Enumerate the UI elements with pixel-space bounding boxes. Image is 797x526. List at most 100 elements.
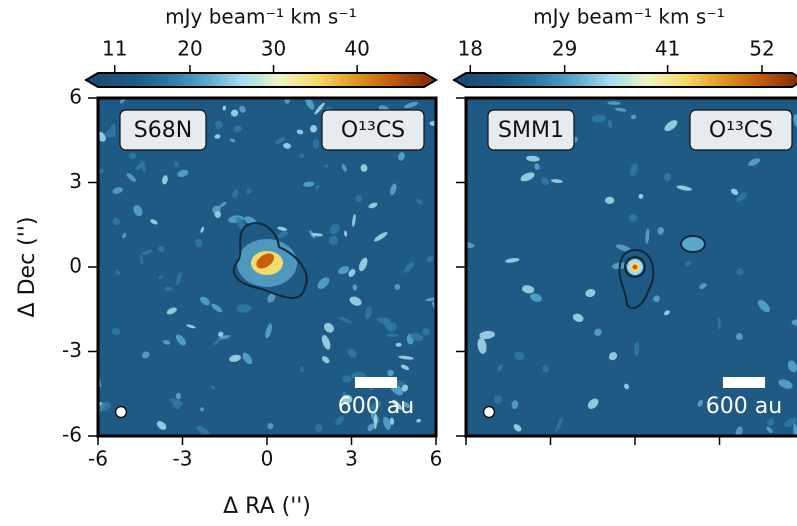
x-tick-label: -3 [173, 447, 193, 471]
noise [607, 101, 621, 105]
noise [300, 366, 304, 373]
noise [400, 364, 410, 370]
noise [347, 348, 357, 358]
noise [158, 275, 163, 280]
scale-bar-label: 600 au [338, 394, 414, 419]
colorbar [98, 73, 424, 87]
noise [112, 187, 124, 194]
noise [229, 138, 236, 143]
noise [314, 102, 325, 115]
noise [591, 114, 607, 123]
noise [385, 333, 399, 337]
noise [173, 161, 179, 168]
noise [403, 261, 414, 273]
noise [338, 316, 352, 324]
contour [680, 235, 706, 253]
noise [653, 295, 660, 303]
noise [352, 284, 358, 291]
noise [426, 255, 434, 263]
noise [526, 155, 540, 162]
colorbar-tick-label: 40 [344, 37, 369, 61]
noise [115, 269, 121, 275]
colorbar-extend [454, 73, 466, 87]
noise [150, 219, 158, 225]
beam [114, 405, 128, 419]
noise [299, 153, 305, 159]
scale-bar-label: 600 au [706, 394, 782, 419]
colorbar-tick-label: 11 [102, 37, 127, 61]
noise [555, 417, 563, 433]
noise [218, 335, 231, 340]
noise [139, 254, 144, 265]
noise [317, 277, 330, 289]
noise [310, 125, 318, 133]
noise [211, 303, 223, 313]
noise [638, 193, 644, 199]
noise [133, 205, 143, 217]
noise [530, 293, 542, 302]
panel-frame [464, 96, 797, 438]
noise [321, 335, 331, 350]
colorbar-tick-label: 20 [177, 37, 202, 61]
noise [534, 163, 540, 170]
noise [373, 232, 388, 242]
noise [239, 105, 246, 113]
noise [176, 272, 182, 286]
emission [256, 253, 275, 269]
noise [402, 402, 411, 408]
noise [594, 328, 602, 337]
noise [211, 385, 215, 389]
noise [730, 188, 739, 196]
noise [230, 109, 239, 117]
noise [429, 120, 436, 126]
noise [355, 194, 363, 203]
molecule-label-box [321, 109, 425, 151]
noise [410, 332, 424, 342]
y-tick-label: 3 [69, 169, 82, 193]
noise [275, 137, 286, 144]
image-panel: 600 au SMM1 O¹³CS [466, 98, 797, 436]
y-tick-label: 0 [69, 254, 82, 278]
colorbar-tick-label: 29 [552, 37, 577, 61]
noise [791, 319, 797, 326]
noise [404, 101, 419, 109]
noise [235, 217, 246, 231]
noise [341, 394, 353, 404]
emission [632, 264, 638, 270]
noise [367, 423, 375, 432]
noise [624, 383, 630, 390]
colorbar-frame [84, 72, 438, 88]
noise [162, 175, 168, 185]
noise [572, 313, 584, 323]
noise [477, 337, 487, 354]
noise [389, 417, 395, 425]
noise [550, 179, 563, 183]
noise [126, 173, 136, 182]
noise [141, 351, 150, 359]
noise [341, 164, 347, 172]
noise [296, 129, 304, 135]
noise [338, 266, 350, 275]
noise [329, 223, 340, 235]
beam [482, 405, 496, 419]
noise [630, 163, 638, 177]
noise [233, 125, 242, 133]
noise [676, 185, 692, 191]
noise [630, 114, 637, 120]
noise [214, 120, 223, 129]
noise [697, 399, 704, 407]
contour [618, 248, 655, 309]
noise [766, 426, 773, 434]
source-label: S68N [134, 118, 192, 143]
noise [175, 334, 186, 346]
noise [787, 360, 797, 373]
noise [365, 306, 372, 319]
noise [373, 414, 378, 430]
colorbar-frame [452, 72, 797, 88]
noise [778, 379, 793, 389]
noise [416, 198, 423, 205]
colorbar-tick-label: 30 [261, 37, 286, 61]
molecule-label: O¹³CS [341, 118, 405, 143]
x-axis-label: Δ RA ('') [223, 494, 311, 519]
colorbar-extend [86, 73, 98, 87]
